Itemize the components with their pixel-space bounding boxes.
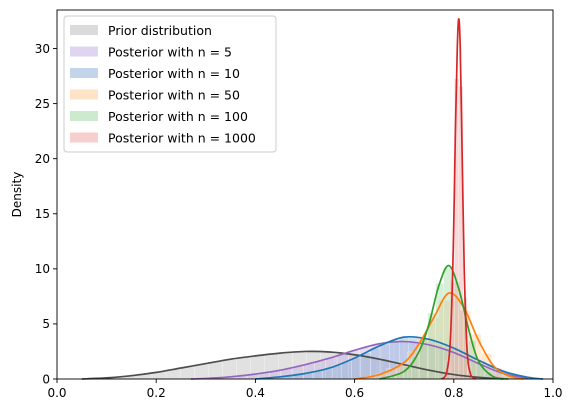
series-2-bar xyxy=(351,357,361,379)
series-0-bar xyxy=(180,367,194,379)
y-tick-label: 0 xyxy=(42,372,50,386)
legend-swatch xyxy=(70,47,98,57)
legend-swatch xyxy=(70,25,98,35)
legend-label: Posterior with n = 50 xyxy=(108,88,240,103)
legend-label: Posterior with n = 100 xyxy=(108,109,248,124)
x-tick-label: 0.2 xyxy=(147,386,166,400)
y-tick-label: 10 xyxy=(35,262,50,276)
legend-swatch xyxy=(70,90,98,100)
y-tick-label: 20 xyxy=(35,152,50,166)
series-2-bar xyxy=(342,361,352,379)
x-tick-label: 1.0 xyxy=(543,386,562,400)
x-tick-label: 0.0 xyxy=(47,386,66,400)
legend-swatch xyxy=(70,111,98,121)
legend: Prior distribution Posterior with n = 5 Po… xyxy=(64,16,276,152)
series-0-bar xyxy=(208,362,222,379)
series-0-bar xyxy=(194,364,208,379)
x-tick-label: 0.4 xyxy=(246,386,265,400)
legend-label: Posterior with n = 10 xyxy=(108,66,240,81)
y-tick-label: 30 xyxy=(35,42,50,56)
y-tick-label: 15 xyxy=(35,207,50,221)
legend-label: Posterior with n = 1000 xyxy=(108,131,256,146)
x-tick-label: 0.6 xyxy=(345,386,364,400)
x-tick-label: 0.8 xyxy=(444,386,463,400)
legend-swatch xyxy=(70,133,98,143)
legend-swatch xyxy=(70,68,98,78)
legend-label: Prior distribution xyxy=(108,23,212,38)
legend-label: Posterior with n = 5 xyxy=(108,45,232,60)
y-tick-label: 5 xyxy=(42,317,50,331)
series-4-bar xyxy=(436,284,444,379)
y-tick-label: 25 xyxy=(35,97,50,111)
y-axis-label: Density xyxy=(10,172,24,218)
